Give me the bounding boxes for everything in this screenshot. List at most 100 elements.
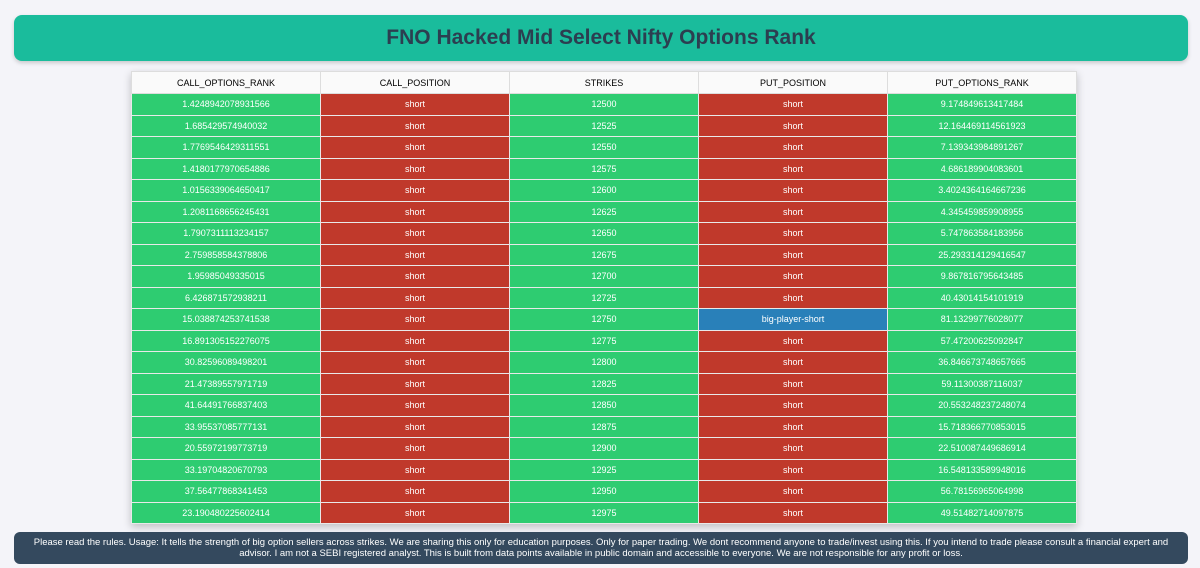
put-options-rank-cell: 81.13299776028077 (887, 308, 1077, 331)
call-options-rank-cell: 21.47389557971719 (131, 372, 321, 395)
page-title: FNO Hacked Mid Select Nifty Options Rank (386, 26, 816, 49)
put-options-rank-cell: 49.51482714097875 (887, 501, 1077, 524)
table-row: 33.19704820670793 short 12925 short 16.54813… (131, 458, 1077, 481)
options-rank-table-container: CALL_OPTIONS_RANK CALL_POSITION STRIKES … (131, 71, 1077, 524)
call-options-rank-cell: 16.891305152276075 (131, 329, 321, 352)
call-position-cell: short (320, 501, 510, 524)
call-position-cell: short (320, 372, 510, 395)
put-options-rank-cell: 4.345459859908955 (887, 200, 1077, 223)
strike-cell: 12850 (509, 394, 699, 417)
column-header-call-options-rank: CALL_OPTIONS_RANK (131, 71, 321, 94)
strike-cell: 12700 (509, 265, 699, 288)
call-position-cell: short (320, 286, 510, 309)
strike-cell: 12800 (509, 351, 699, 374)
call-options-rank-cell: 1.95985049335015 (131, 265, 321, 288)
disclaimer-footer: Please read the rules. Usage: It tells t… (14, 532, 1188, 564)
call-position-cell: short (320, 308, 510, 331)
call-options-rank-cell: 20.55972199773719 (131, 437, 321, 460)
strike-cell: 12675 (509, 243, 699, 266)
put-options-rank-cell: 9.174849613417484 (887, 93, 1077, 116)
put-position-cell: short (698, 200, 888, 223)
table-row: 1.685429574940032 short 12525 short 12.16446… (131, 114, 1077, 137)
put-options-rank-cell: 25.293314129416547 (887, 243, 1077, 266)
call-options-rank-cell: 1.4248942078931566 (131, 93, 321, 116)
call-position-cell: short (320, 394, 510, 417)
call-position-cell: short (320, 480, 510, 503)
call-options-rank-cell: 37.56477868341453 (131, 480, 321, 503)
strike-cell: 12625 (509, 200, 699, 223)
put-options-rank-cell: 56.78156965064998 (887, 480, 1077, 503)
disclaimer-text: Please read the rules. Usage: It tells t… (33, 537, 1169, 559)
put-position-cell: short (698, 415, 888, 438)
strike-cell: 12775 (509, 329, 699, 352)
strike-cell: 12975 (509, 501, 699, 524)
put-options-rank-cell: 7.139343984891267 (887, 136, 1077, 159)
table-row: 37.56477868341453 short 12950 short 56.78156… (131, 480, 1077, 503)
call-position-cell: short (320, 114, 510, 137)
call-options-rank-cell: 1.0156339064650417 (131, 179, 321, 202)
put-position-cell: short (698, 179, 888, 202)
call-options-rank-cell: 23.190480225602414 (131, 501, 321, 524)
table-row: 33.95537085777131 short 12875 short 15.71836… (131, 415, 1077, 438)
table-row: 20.55972199773719 short 12900 short 22.51008… (131, 437, 1077, 460)
table-row: 1.4248942078931566 short 12500 short 9.17484… (131, 93, 1077, 116)
call-options-rank-cell: 1.7907311113234157 (131, 222, 321, 245)
put-position-cell: short (698, 243, 888, 266)
put-options-rank-cell: 5.747863584183956 (887, 222, 1077, 245)
column-header-put-position: PUT_POSITION (698, 71, 888, 94)
call-position-cell: short (320, 157, 510, 180)
call-options-rank-cell: 33.95537085777131 (131, 415, 321, 438)
put-position-cell: short (698, 501, 888, 524)
put-options-rank-cell: 57.47200625092847 (887, 329, 1077, 352)
table-row: 1.95985049335015 short 12700 short 9.8678167… (131, 265, 1077, 288)
call-position-cell: short (320, 437, 510, 460)
call-options-rank-cell: 1.4180177970654886 (131, 157, 321, 180)
call-options-rank-cell: 1.7769546429311551 (131, 136, 321, 159)
table-row: 21.47389557971719 short 12825 short 59.11300… (131, 372, 1077, 395)
put-options-rank-cell: 20.553248237248074 (887, 394, 1077, 417)
strike-cell: 12575 (509, 157, 699, 180)
put-position-cell: big-player-short (698, 308, 888, 331)
strike-cell: 12875 (509, 415, 699, 438)
put-position-cell: short (698, 394, 888, 417)
put-position-cell: short (698, 286, 888, 309)
call-options-rank-cell: 1.2081168656245431 (131, 200, 321, 223)
table-row: 15.038874253741538 short 12750 big-player-s… (131, 308, 1077, 331)
put-options-rank-cell: 16.548133589948016 (887, 458, 1077, 481)
strike-cell: 12500 (509, 93, 699, 116)
call-position-cell: short (320, 222, 510, 245)
call-options-rank-cell: 30.82596089498201 (131, 351, 321, 374)
table-row: 2.759858584378806 short 12675 short 25.29331… (131, 243, 1077, 266)
strike-cell: 12550 (509, 136, 699, 159)
call-position-cell: short (320, 265, 510, 288)
put-options-rank-cell: 3.4024364164667236 (887, 179, 1077, 202)
strike-cell: 12925 (509, 458, 699, 481)
put-options-rank-cell: 22.510087449686914 (887, 437, 1077, 460)
options-rank-table: CALL_OPTIONS_RANK CALL_POSITION STRIKES … (131, 71, 1077, 524)
table-row: 23.190480225602414 short 12975 short 49.5148… (131, 501, 1077, 524)
put-position-cell: short (698, 351, 888, 374)
table-row: 1.2081168656245431 short 12625 short 4.34545… (131, 200, 1077, 223)
put-position-cell: short (698, 265, 888, 288)
put-options-rank-cell: 59.11300387116037 (887, 372, 1077, 395)
table-row: 1.7769546429311551 short 12550 short 7.13934… (131, 136, 1077, 159)
call-position-cell: short (320, 179, 510, 202)
put-position-cell: short (698, 480, 888, 503)
table-row: 1.0156339064650417 short 12600 short 3.40243… (131, 179, 1077, 202)
call-position-cell: short (320, 415, 510, 438)
strike-cell: 12650 (509, 222, 699, 245)
table-row: 16.891305152276075 short 12775 short 57.4720… (131, 329, 1077, 352)
column-header-put-options-rank: PUT_OPTIONS_RANK (887, 71, 1077, 94)
put-position-cell: short (698, 437, 888, 460)
strike-cell: 12525 (509, 114, 699, 137)
put-options-rank-cell: 36.846673748657665 (887, 351, 1077, 374)
put-options-rank-cell: 40.43014154101919 (887, 286, 1077, 309)
call-options-rank-cell: 2.759858584378806 (131, 243, 321, 266)
call-position-cell: short (320, 200, 510, 223)
call-position-cell: short (320, 136, 510, 159)
column-header-call-position: CALL_POSITION (320, 71, 510, 94)
put-position-cell: short (698, 329, 888, 352)
strike-cell: 12750 (509, 308, 699, 331)
strike-cell: 12725 (509, 286, 699, 309)
put-options-rank-cell: 9.867816795643485 (887, 265, 1077, 288)
